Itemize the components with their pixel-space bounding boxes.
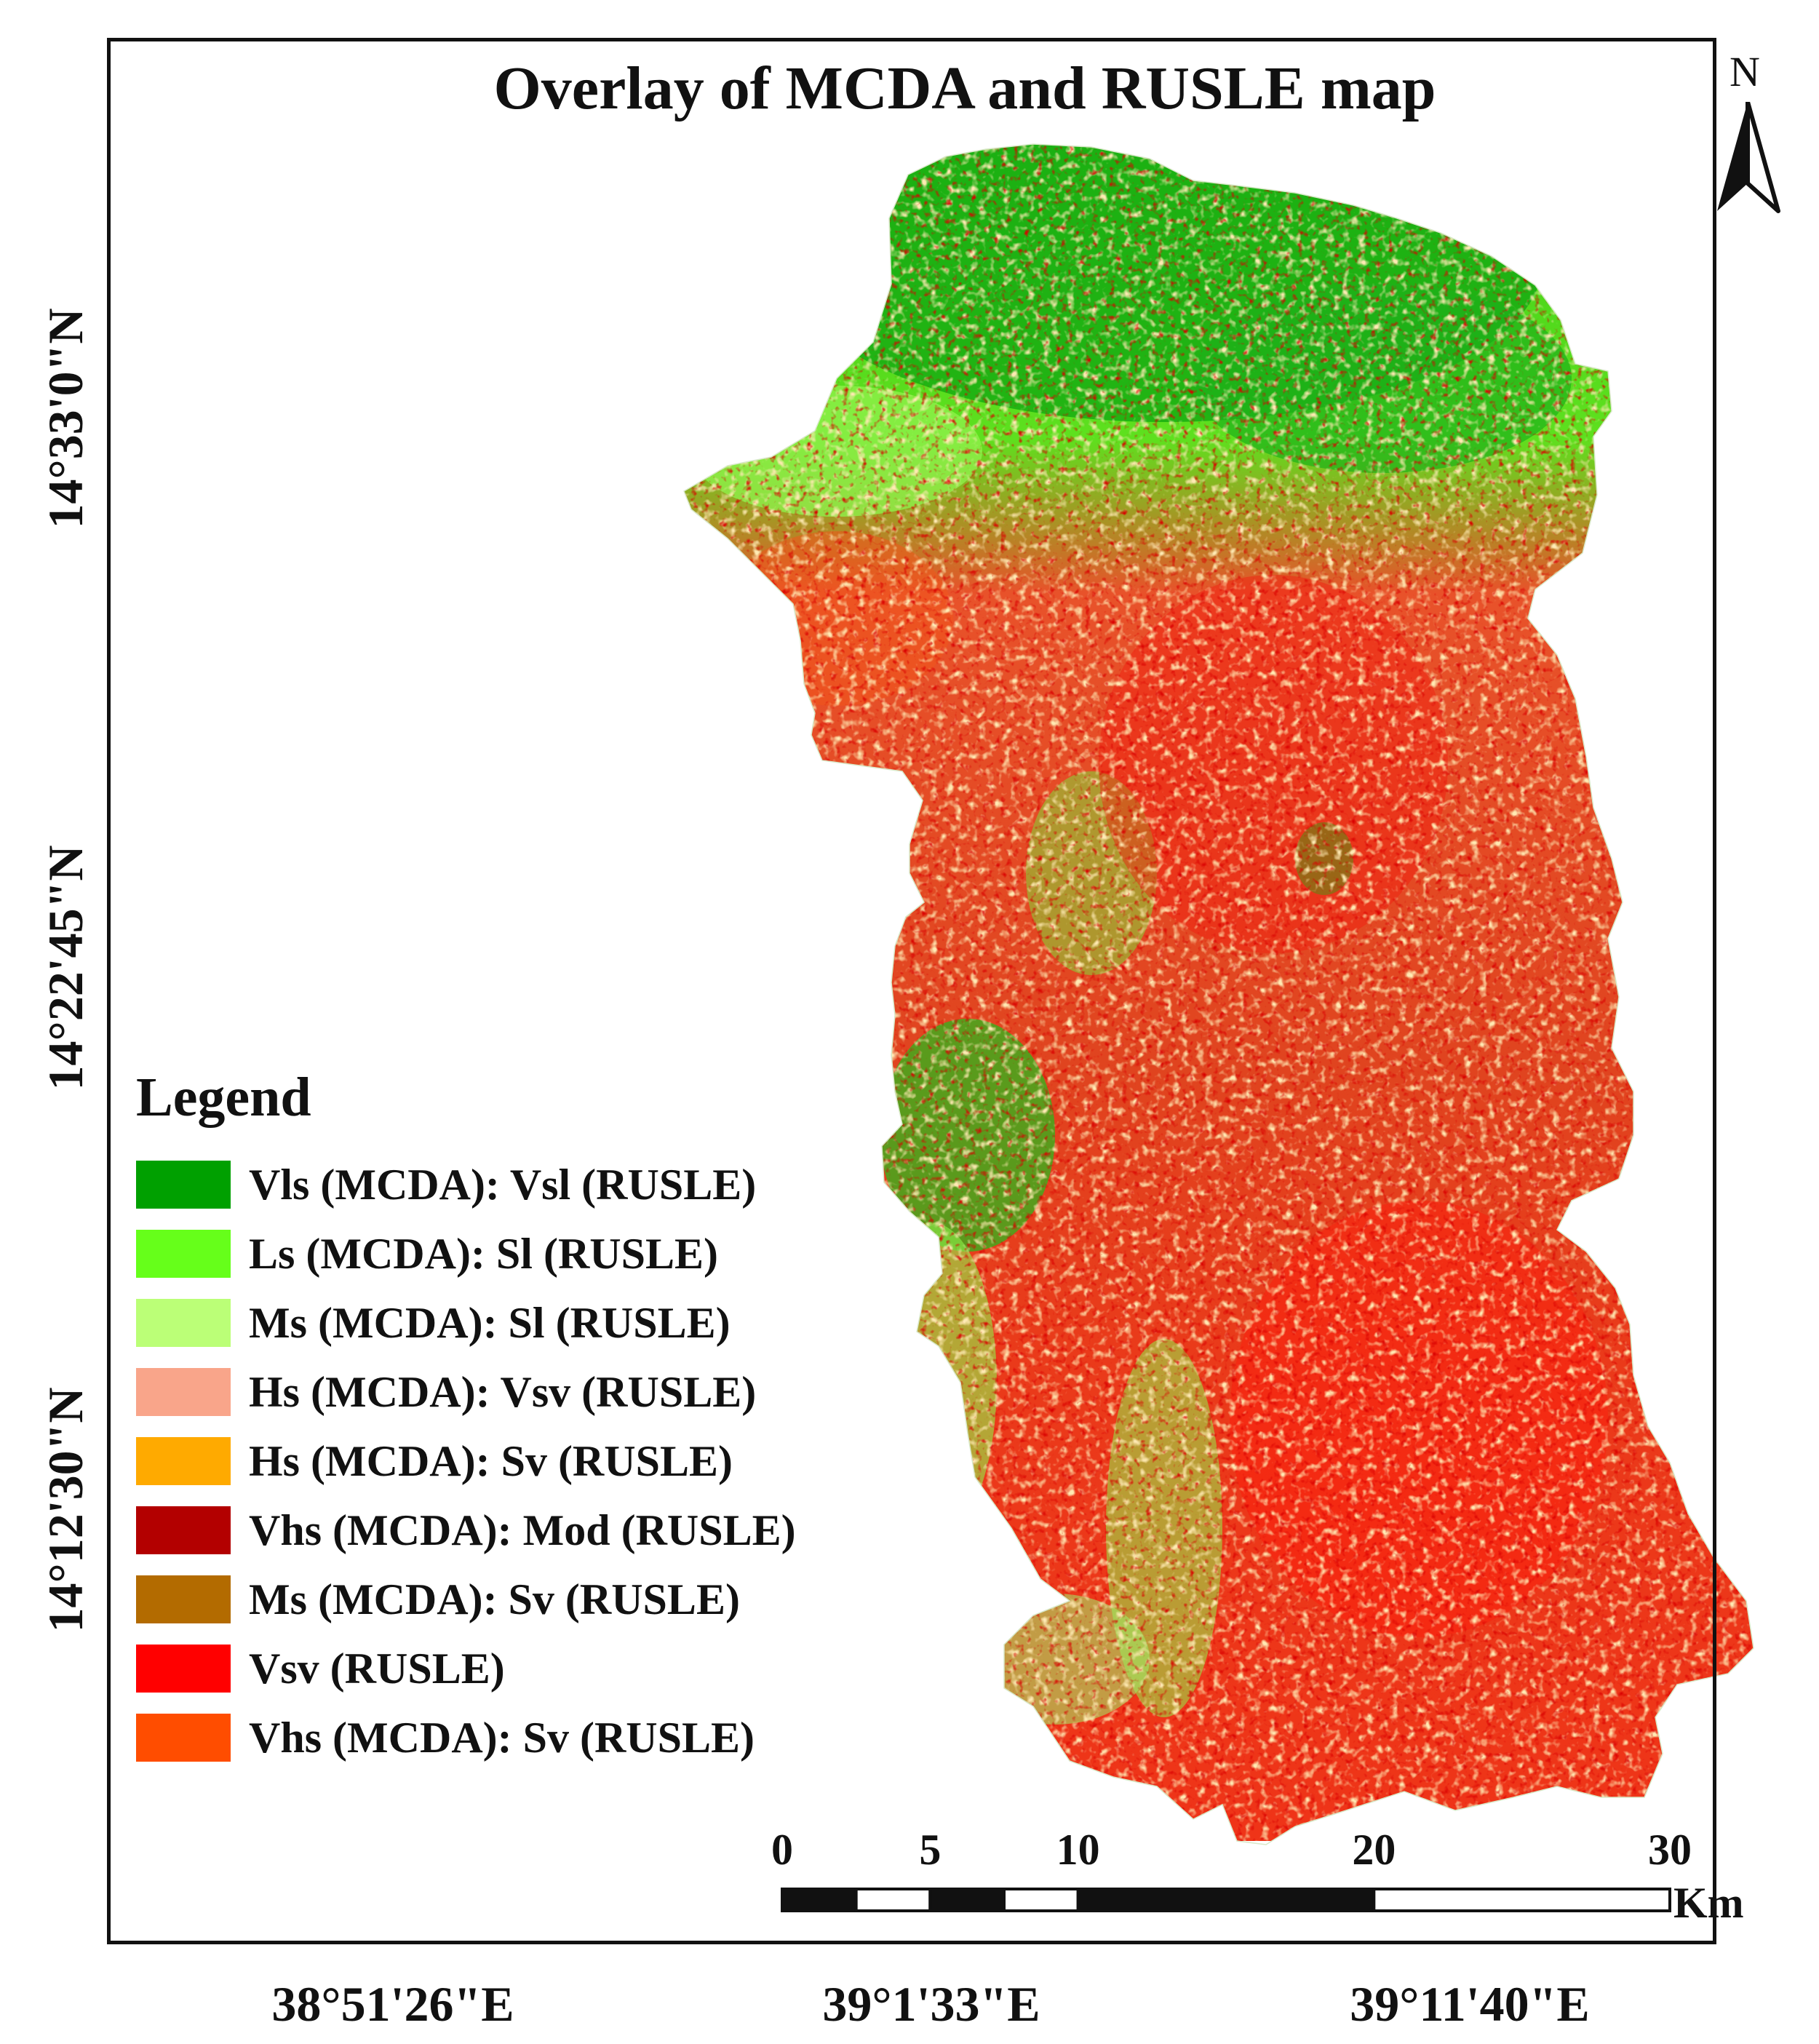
legend-label: Ls (MCDA): Sl (RUSLE) bbox=[249, 1230, 718, 1278]
legend-swatch bbox=[136, 1645, 231, 1693]
legend-swatch bbox=[136, 1437, 231, 1485]
north-arrow-icon bbox=[1717, 102, 1780, 213]
legend-swatch bbox=[136, 1230, 231, 1278]
map-frame bbox=[107, 38, 1716, 1944]
legend-swatch bbox=[136, 1506, 231, 1554]
scale-bar bbox=[781, 1888, 1671, 1912]
legend-label: Vhs (MCDA): Sv (RUSLE) bbox=[249, 1714, 755, 1762]
legend-swatch bbox=[136, 1299, 231, 1347]
legend-swatch bbox=[136, 1714, 231, 1762]
latitude-label-3: 14°12'30"N bbox=[38, 1387, 93, 1633]
legend-label: Ms (MCDA): Sv (RUSLE) bbox=[249, 1575, 740, 1623]
legend-swatch bbox=[136, 1575, 231, 1623]
scale-tick-label: 0 bbox=[771, 1826, 793, 1874]
legend-title: Legend bbox=[136, 1067, 311, 1128]
map-title: Overlay of MCDA and RUSLE map bbox=[493, 55, 1436, 122]
scale-unit: Km bbox=[1673, 1879, 1744, 1927]
legend-swatch bbox=[136, 1368, 231, 1416]
latitude-label-1: 14°33'0"N bbox=[38, 308, 93, 529]
scale-tick-label: 20 bbox=[1352, 1826, 1396, 1874]
scale-tick-label: 5 bbox=[919, 1826, 942, 1874]
scale-segment bbox=[928, 1888, 1006, 1912]
watershed-boundary bbox=[683, 143, 1754, 1845]
scale-segment bbox=[1372, 1888, 1671, 1912]
north-label: N bbox=[1730, 48, 1760, 95]
scale-segment bbox=[1076, 1888, 1376, 1912]
longitude-label-1: 38°51'26"E bbox=[271, 1976, 514, 2032]
legend-label: Hs (MCDA): Sv (RUSLE) bbox=[249, 1437, 733, 1485]
longitude-label-2: 39°1'33"E bbox=[822, 1976, 1040, 2032]
latitude-label-2: 14°22'45"N bbox=[38, 845, 93, 1091]
scale-segment bbox=[781, 1888, 858, 1912]
legend-label: Vls (MCDA): Vsl (RUSLE) bbox=[249, 1161, 757, 1209]
legend-label: Vsv (RUSLE) bbox=[249, 1645, 505, 1693]
legend-label: Hs (MCDA): Vsv (RUSLE) bbox=[249, 1368, 757, 1416]
legend-swatch bbox=[136, 1161, 231, 1209]
scale-tick-label: 10 bbox=[1056, 1826, 1100, 1874]
longitude-label-3: 39°11'40"E bbox=[1350, 1976, 1590, 2032]
scale-segment bbox=[854, 1888, 932, 1912]
legend-label: Ms (MCDA): Sl (RUSLE) bbox=[249, 1299, 731, 1347]
legend-label: Vhs (MCDA): Mod (RUSLE) bbox=[249, 1506, 796, 1554]
scale-segment bbox=[1003, 1888, 1080, 1912]
scale-tick-label: 30 bbox=[1648, 1826, 1692, 1874]
